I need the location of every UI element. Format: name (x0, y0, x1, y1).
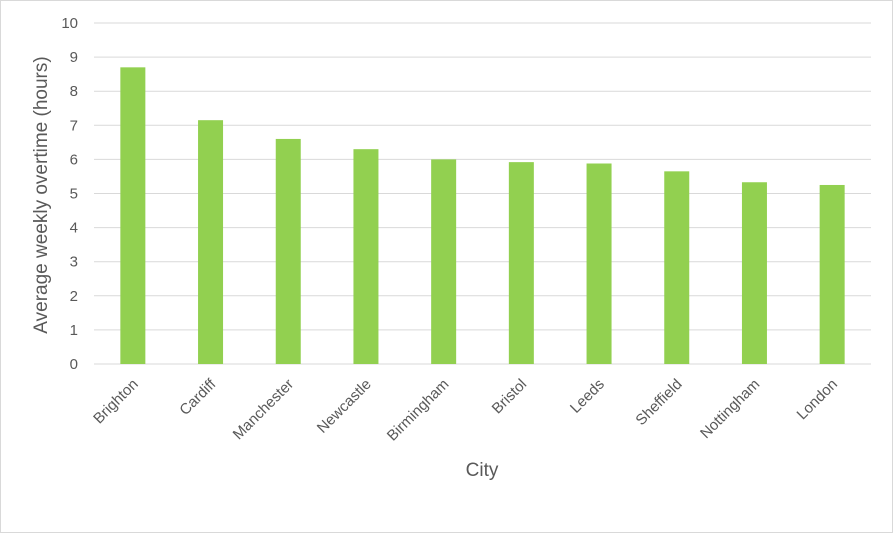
x-axis-title: City (466, 460, 499, 481)
y-tick-label: 3 (70, 254, 78, 271)
x-tick-label: Birmingham (384, 376, 453, 445)
bar-brighton (120, 67, 146, 364)
x-tick-label: London (794, 376, 841, 423)
bar-sheffield (664, 171, 690, 364)
gridlines (94, 22, 871, 365)
y-tick-label: 2 (70, 288, 78, 305)
bar-newcastle (353, 149, 379, 364)
x-tick-label: Brighton (90, 376, 142, 428)
bar-nottingham (741, 182, 767, 364)
y-tick-label: 0 (70, 356, 78, 373)
bar-birmingham (431, 159, 457, 364)
y-tick-label: 10 (61, 15, 78, 32)
y-tick-label: 4 (70, 220, 78, 237)
x-tick-label: Manchester (230, 376, 297, 443)
x-tick-label: Bristol (489, 376, 530, 417)
y-tick-label: 9 (70, 49, 78, 66)
y-tick-label: 8 (70, 83, 78, 100)
bar-manchester (275, 138, 301, 364)
x-tick-label: Leeds (567, 376, 608, 417)
y-tick-label: 1 (70, 322, 78, 339)
bar-cardiff (198, 120, 224, 364)
x-tick-label: Sheffield (632, 376, 685, 429)
x-tick-label: Newcastle (314, 376, 375, 437)
x-tick-label: Nottingham (697, 376, 763, 442)
bars (120, 67, 845, 364)
y-tick-label: 5 (70, 186, 78, 203)
x-tick-labels: Brighton Cardiff Manchester Newcastle Birmin… (90, 375, 841, 444)
y-tick-label: 7 (70, 117, 78, 134)
bar-leeds (586, 163, 612, 364)
bar-london (819, 184, 845, 364)
bar-bristol (508, 162, 534, 364)
y-tick-label: 6 (70, 151, 78, 168)
x-tick-label: Cardiff (176, 375, 220, 419)
y-tick-labels: 0 1 2 3 4 5 6 7 8 9 10 (61, 15, 78, 373)
y-axis-title: Average weekly overtime (hours) (31, 56, 52, 333)
